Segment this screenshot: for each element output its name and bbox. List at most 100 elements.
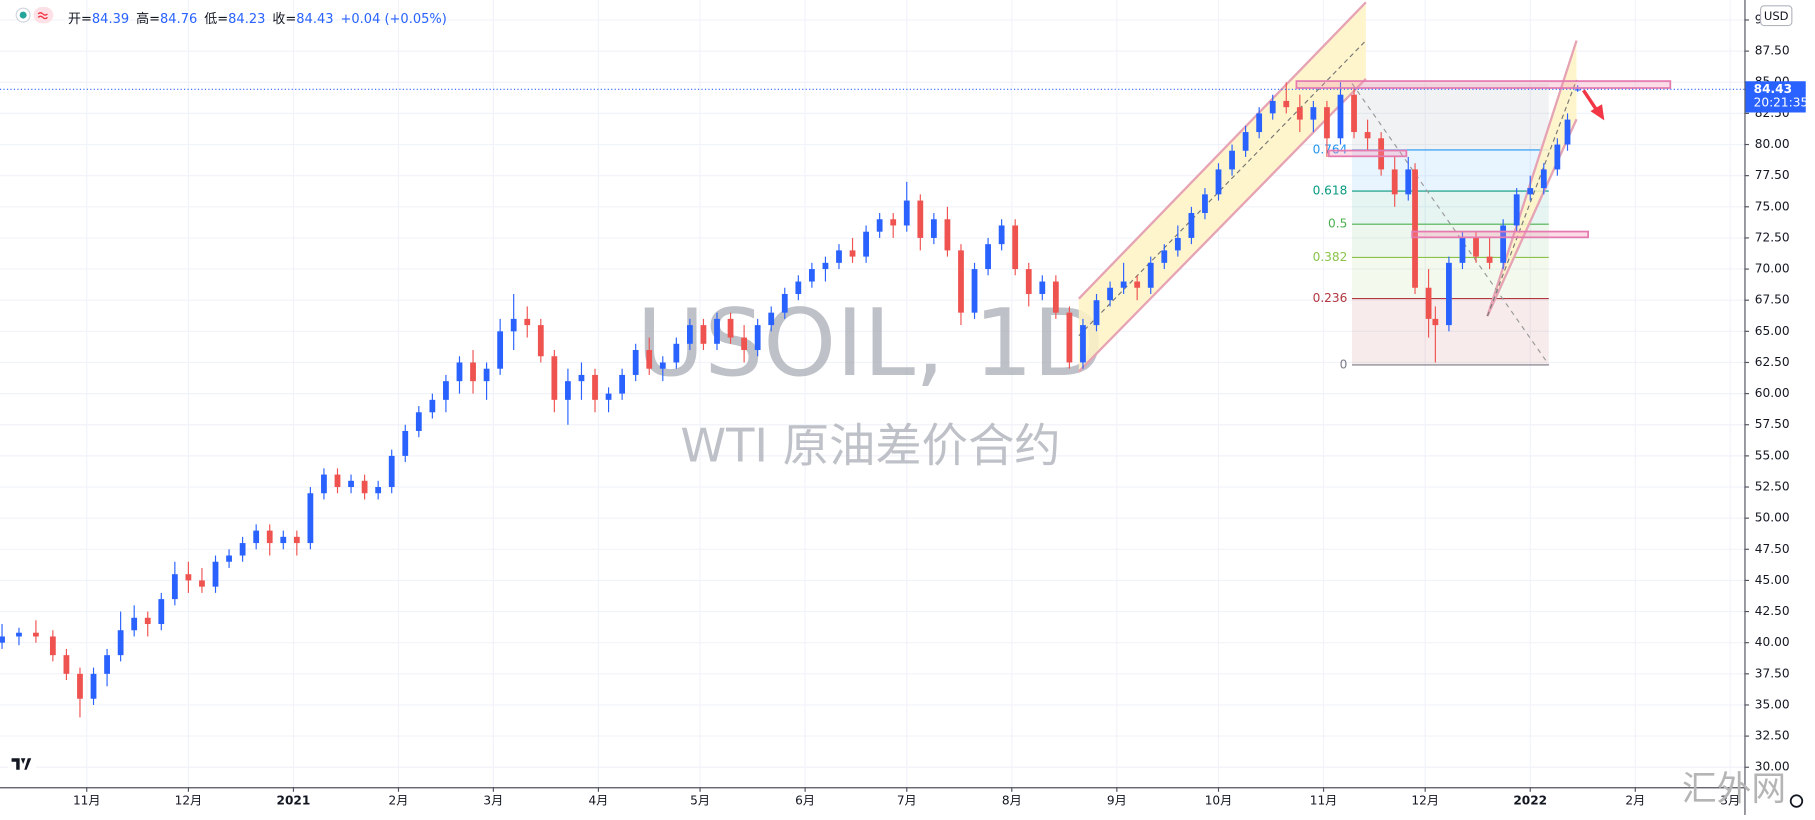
candle-body (1405, 169, 1412, 195)
candle-body (890, 219, 897, 226)
candle-body (741, 337, 748, 351)
candle-body (348, 480, 354, 488)
channel-border (1486, 118, 1578, 317)
y-tick-label: 50.00 (1755, 511, 1790, 525)
x-tick-label: 2022 (1513, 794, 1547, 808)
candle-body (1147, 262, 1154, 288)
currency-button[interactable] (1760, 5, 1793, 27)
last-price-box (1745, 81, 1806, 113)
candle-body (863, 231, 869, 257)
ohlc-legend: 开=84.39 高=84.76 低=84.23 收=84.43 +0.04 (+0.05… (68, 8, 454, 27)
candle-body (456, 362, 463, 382)
candle-body (1269, 100, 1276, 114)
candle-body (1066, 312, 1073, 363)
x-tick-label: 11月 (73, 794, 101, 808)
candle-body (1174, 237, 1181, 251)
price-axis-bg (1745, 0, 1815, 815)
fib-label: 0.764 (1313, 142, 1348, 156)
candle-body (1425, 287, 1432, 319)
x-tick-label: 7月 (897, 794, 917, 808)
candle-body (1412, 169, 1418, 288)
candle-body (199, 580, 205, 587)
candle-body (930, 219, 937, 238)
x-tick-label: 12月 (1411, 794, 1439, 808)
candle-body (171, 574, 178, 600)
candle-body (917, 200, 924, 238)
candle-body (768, 312, 775, 326)
legend-label: 收= (272, 12, 297, 27)
y-tick-label: 75.00 (1755, 199, 1790, 213)
candle-body (1120, 281, 1127, 288)
candle-body (1134, 281, 1141, 288)
countdown-label: 20:21:35 (1754, 96, 1809, 110)
candle-body (77, 673, 83, 699)
candle-body (212, 561, 219, 587)
description-watermark: WTI 原油差价合约 (680, 419, 1060, 473)
candle-body (158, 599, 165, 625)
legend-change: +0.04 (+0.05%) (340, 12, 447, 27)
candle-body (144, 617, 151, 625)
candle-body (63, 655, 70, 674)
candle-body (334, 474, 341, 488)
y-tick-label: 77.50 (1755, 168, 1790, 182)
resistance-zone (1295, 80, 1672, 89)
candle-body (673, 343, 680, 363)
candle-body (524, 318, 531, 326)
candle-body (280, 536, 287, 544)
candle-body (619, 374, 626, 394)
candle-body (104, 655, 110, 674)
candle-body (727, 318, 734, 338)
candle-body (1310, 107, 1317, 120)
candle-body (1364, 132, 1371, 139)
fib-label: 0.382 (1313, 250, 1348, 264)
candle-body (1527, 188, 1534, 195)
candle-body (971, 269, 978, 313)
y-tick-label: 80.00 (1755, 137, 1790, 151)
candle-body (1256, 113, 1263, 133)
x-tick-label: 6月 (795, 794, 815, 808)
site-watermark: 汇外网 (1682, 770, 1786, 810)
channel-midline (1486, 79, 1578, 317)
candle-body (497, 331, 504, 369)
candle-body (402, 430, 409, 456)
candle-body (1107, 287, 1113, 301)
logo-bg (8, 752, 36, 776)
legend-label: 低= (204, 12, 229, 27)
candle-body (958, 250, 964, 313)
y-tick-label: 60.00 (1755, 386, 1790, 400)
candle-body (1039, 281, 1046, 294)
candle-body (876, 219, 883, 232)
candle-body (1554, 144, 1561, 170)
candle-body (1202, 194, 1208, 214)
candle-body (1513, 194, 1520, 226)
logo (11, 758, 32, 770)
y-tick-label: 40.00 (1755, 635, 1790, 649)
candle-body (131, 617, 138, 631)
candle-body (1080, 325, 1086, 363)
fib-label: 0 (1340, 357, 1348, 371)
settings-gear[interactable] (1789, 794, 1804, 808)
candle-body (1242, 132, 1249, 151)
candle-body (16, 632, 22, 637)
candle-body (1378, 138, 1385, 170)
y-tick-label: 37.50 (1755, 666, 1790, 680)
candle-body (185, 574, 192, 581)
candle-body (1052, 281, 1059, 313)
candle-body (714, 318, 720, 344)
candle-body (1188, 213, 1195, 238)
support-zone (1327, 149, 1408, 158)
y-tick-label: 57.50 (1755, 417, 1790, 431)
candle-body (849, 250, 856, 257)
candle-body (1540, 169, 1547, 189)
currency-label[interactable]: USD (1764, 9, 1789, 23)
y-tick-label: 35.00 (1755, 697, 1790, 711)
fib-label: 0.5 (1328, 217, 1347, 231)
candle-body (1229, 150, 1235, 170)
x-tick-label: 3月 (483, 794, 503, 808)
candle-body (1351, 94, 1357, 133)
y-tick-label: 65.00 (1755, 324, 1790, 338)
candle-body (293, 536, 300, 544)
x-tick-label: 5月 (690, 794, 710, 808)
candle-body (226, 555, 232, 562)
